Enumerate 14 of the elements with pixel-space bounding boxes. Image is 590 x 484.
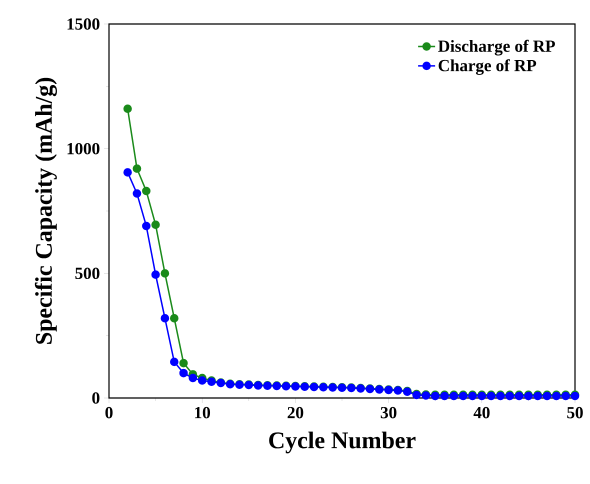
x-axis-title: Cycle Number [269,432,416,454]
x-tick-label: 20 [288,406,304,418]
x-tick-label: 10 [195,406,210,418]
y-tick-label: 0 [92,392,100,404]
x-tick-label: 50 [567,406,583,418]
y-tick-label: 1500 [68,18,100,30]
y-tick-label: 1000 [68,142,100,154]
x-tick-label: 0 [105,406,113,418]
x-tick-label: 40 [474,406,490,418]
x-tick-label: 30 [380,406,396,418]
y-tick-label: 500 [75,268,100,280]
legend-label: Charge of RP [438,59,536,75]
legend-label: Discharge of RP [438,40,555,56]
y-axis-title: Specific Capacity (mAh/g) [34,78,57,344]
